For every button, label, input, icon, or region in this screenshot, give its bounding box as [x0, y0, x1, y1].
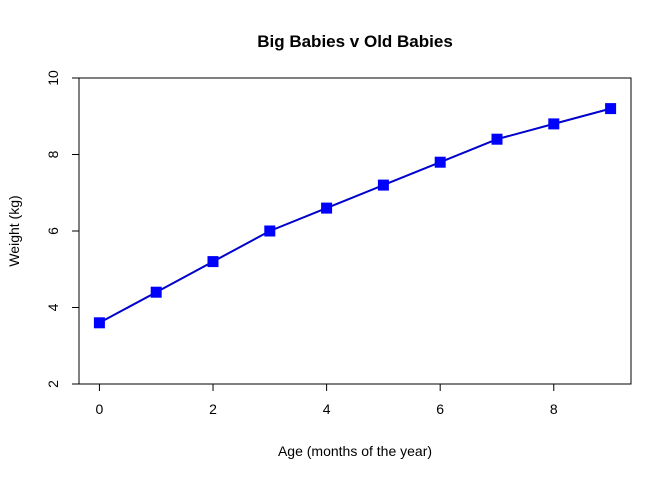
- y-tick-label: 10: [45, 70, 61, 86]
- data-point: [491, 133, 503, 145]
- data-point: [434, 156, 446, 168]
- x-axis: 0 2 4 6 8: [96, 383, 558, 417]
- x-axis-label: Age (months of the year): [278, 443, 432, 459]
- data-point: [93, 317, 105, 329]
- y-tick-label: 4: [45, 303, 61, 311]
- data-point: [321, 202, 333, 214]
- series-line: [98, 107, 611, 324]
- y-tick-label: 6: [45, 227, 61, 235]
- data-point: [264, 225, 276, 237]
- x-tick-label: 6: [436, 401, 444, 417]
- y-tick-label: 2: [45, 380, 61, 388]
- y-axis-label: Weight (kg): [6, 195, 22, 266]
- y-tick-label: 8: [45, 150, 61, 158]
- data-point: [548, 118, 560, 130]
- plot-frame: [78, 77, 632, 385]
- chart-title: Big Babies v Old Babies: [257, 32, 453, 51]
- data-point: [207, 256, 219, 268]
- x-tick-label: 0: [96, 401, 104, 417]
- x-tick-label: 8: [550, 401, 558, 417]
- x-tick-label: 2: [209, 401, 217, 417]
- data-point: [605, 103, 617, 115]
- series-markers: [93, 103, 617, 329]
- x-tick-label: 4: [323, 401, 331, 417]
- y-axis: 2 4 6 8 10: [45, 70, 80, 388]
- data-point: [377, 179, 389, 191]
- data-point: [150, 286, 162, 298]
